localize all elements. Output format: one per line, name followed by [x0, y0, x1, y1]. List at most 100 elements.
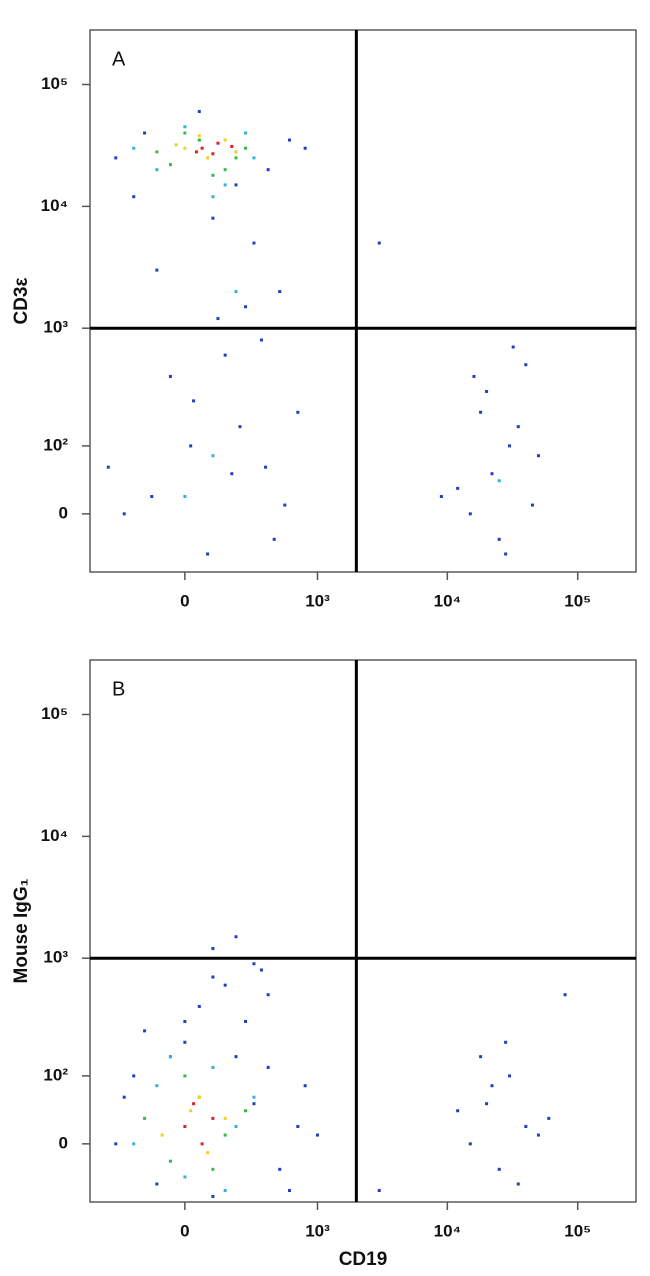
event-dot — [216, 141, 220, 145]
event-dot — [183, 125, 187, 129]
event-dot — [244, 131, 248, 135]
event-dot — [114, 156, 118, 160]
event-dot — [223, 1133, 227, 1137]
y-tick-label: 0 — [59, 503, 68, 522]
event-dot — [377, 1189, 381, 1193]
event-dot — [183, 1125, 187, 1129]
event-dot — [278, 1167, 282, 1171]
y-tick-label: 10³ — [43, 318, 68, 337]
event-dot — [287, 138, 291, 142]
event-dot — [143, 1116, 147, 1120]
event-dot — [211, 975, 215, 979]
event-dot — [230, 472, 234, 476]
event-dot — [490, 472, 494, 476]
event-dot — [536, 1133, 540, 1137]
x-tick-label: 10⁵ — [564, 1221, 591, 1240]
event-dot — [266, 993, 270, 997]
event-dot — [563, 993, 567, 997]
event-dot — [234, 1055, 238, 1059]
event-dot — [472, 374, 476, 378]
plot-frame — [89, 29, 637, 573]
event-dot — [296, 410, 300, 414]
x-tick-label: 10⁴ — [434, 1221, 461, 1240]
event-dot — [183, 1074, 187, 1078]
event-dot — [497, 479, 501, 483]
event-dot — [150, 495, 154, 499]
y-tick-label: 10⁵ — [41, 74, 68, 93]
event-dot — [234, 1125, 238, 1129]
event-dot — [223, 353, 227, 357]
event-dot — [211, 216, 215, 220]
event-dot — [530, 503, 534, 507]
event-dot — [547, 1116, 551, 1120]
event-dot — [456, 486, 460, 490]
event-dot — [122, 512, 126, 516]
event-dot — [504, 1040, 508, 1044]
y-axis-label: Mouse IgG₁ — [11, 878, 32, 983]
event-dot — [497, 1167, 501, 1171]
event-dot — [192, 399, 196, 403]
event-dot — [183, 1175, 187, 1179]
event-dot — [183, 146, 187, 150]
event-dot — [234, 150, 238, 154]
event-dot — [168, 374, 172, 378]
event-dot — [160, 1133, 164, 1137]
event-dot — [536, 454, 540, 458]
event-dot — [155, 1084, 159, 1088]
event-dot — [206, 552, 210, 556]
event-dot — [377, 241, 381, 245]
x-tick-label: 10³ — [305, 1221, 330, 1240]
event-dot — [238, 425, 242, 429]
event-dot — [122, 1095, 126, 1099]
event-dot — [132, 146, 136, 150]
event-dot — [283, 503, 287, 507]
event-dot — [197, 138, 201, 142]
event-dot — [197, 1095, 201, 1099]
event-dot — [206, 156, 210, 160]
event-dot — [508, 1074, 512, 1078]
event-dot — [479, 1055, 483, 1059]
event-dot — [211, 1167, 215, 1171]
event-dot — [132, 195, 136, 199]
event-dot — [183, 1040, 187, 1044]
event-dot — [211, 947, 215, 951]
event-dot — [264, 465, 268, 469]
event-dot — [168, 163, 172, 167]
event-dot — [197, 134, 201, 138]
event-dot — [168, 1159, 172, 1163]
event-dot — [155, 150, 159, 154]
x-tick-label: 0 — [180, 1221, 189, 1240]
y-tick-label: 10³ — [43, 948, 68, 967]
event-dot — [439, 495, 443, 499]
event-dot — [252, 1095, 256, 1099]
event-dot — [278, 290, 282, 294]
event-dot — [155, 268, 159, 272]
event-dot — [211, 195, 215, 199]
event-dot — [456, 1109, 460, 1113]
event-dot — [490, 1084, 494, 1088]
y-tick-label: 10⁴ — [41, 196, 68, 215]
x-tick-label: 10⁵ — [564, 591, 591, 610]
event-dot — [211, 152, 215, 156]
event-dot — [252, 156, 256, 160]
event-dot — [132, 1074, 136, 1078]
event-dot — [114, 1142, 118, 1146]
event-dot — [211, 173, 215, 177]
event-dot — [223, 183, 227, 187]
event-dot — [468, 512, 472, 516]
panel-label: B — [112, 678, 125, 700]
event-dot — [259, 968, 263, 972]
event-dot — [497, 537, 501, 541]
event-dot — [234, 183, 238, 187]
event-dot — [155, 1182, 159, 1186]
event-dot — [468, 1142, 472, 1146]
event-dot — [211, 454, 215, 458]
event-dot — [174, 143, 178, 147]
y-tick-label: 10² — [43, 1065, 68, 1084]
event-dot — [272, 537, 276, 541]
event-dot — [211, 1194, 215, 1198]
event-dot — [485, 389, 489, 393]
plot-frame — [89, 659, 637, 1203]
y-tick-label: 10⁵ — [41, 704, 68, 723]
